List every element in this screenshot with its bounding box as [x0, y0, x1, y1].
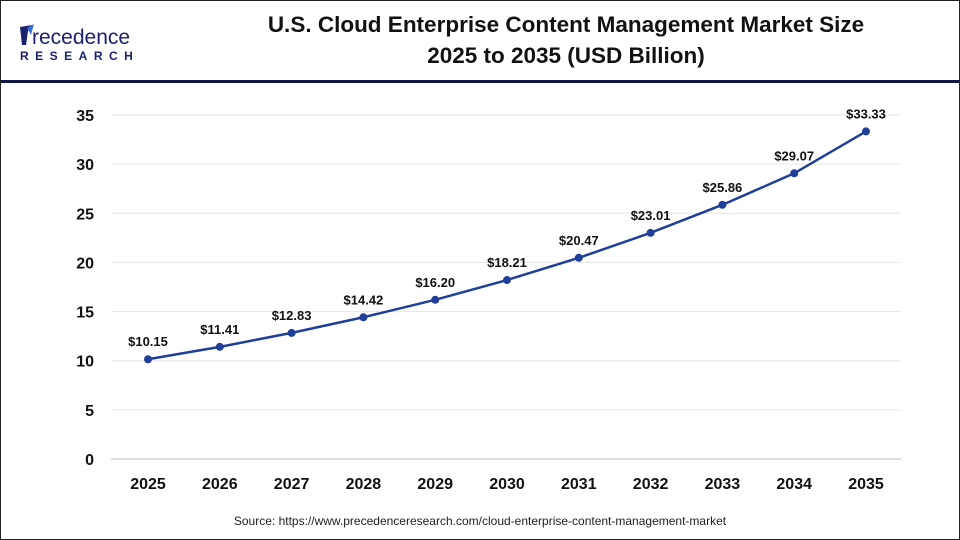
data-point: [718, 200, 727, 209]
x-tick-label: 2031: [561, 476, 597, 493]
x-tick-label: 2025: [130, 476, 166, 493]
x-tick-label: 2033: [705, 476, 741, 493]
svg-text:RESEARCH: RESEARCH: [20, 49, 139, 63]
y-tick-label: 0: [85, 452, 94, 469]
data-label: $23.01: [631, 208, 671, 223]
header-divider: [1, 80, 959, 83]
x-tick-label: 2028: [346, 476, 382, 493]
data-point: [359, 313, 368, 322]
data-label: $20.47: [559, 233, 599, 248]
y-tick-label: 30: [76, 157, 94, 174]
data-point: [431, 295, 440, 304]
y-tick-label: 20: [76, 255, 94, 272]
data-point: [144, 355, 152, 364]
y-tick-label: 25: [76, 206, 94, 223]
x-tick-label: 2029: [417, 476, 453, 493]
data-point: [862, 127, 870, 136]
y-tick-label: 15: [76, 305, 94, 322]
source-note: Source: https://www.precedenceresearch.c…: [233, 514, 727, 528]
chart-title: U.S. Cloud Enterprise Content Management…: [201, 9, 931, 71]
title-line-2: 2025 to 2035 (USD Billion): [427, 43, 705, 68]
x-tick-label: 2030: [489, 476, 525, 493]
data-label: $33.33: [846, 106, 886, 121]
x-tick-label: 2035: [848, 476, 884, 493]
data-label: $29.07: [774, 148, 814, 163]
title-line-1: U.S. Cloud Enterprise Content Management…: [267, 12, 865, 37]
data-label: $14.42: [344, 292, 384, 307]
data-point: [646, 228, 655, 237]
data-point: [790, 169, 799, 178]
data-label: $16.20: [415, 275, 455, 290]
data-point: [503, 276, 511, 285]
data-label: $18.21: [487, 255, 527, 270]
x-tick-label: 2034: [776, 476, 812, 493]
series-line: [147, 130, 867, 361]
data-label: $25.86: [703, 180, 743, 195]
data-point: [215, 342, 224, 351]
svg-text:recedence: recedence: [32, 26, 130, 49]
data-point: [574, 253, 583, 262]
x-tick-label: 2032: [633, 476, 669, 493]
y-tick-label: 5: [85, 403, 94, 420]
precedence-research-logo: recedence RESEARCH: [20, 24, 139, 63]
x-tick-label: 2027: [274, 476, 310, 493]
data-label: $12.83: [272, 308, 312, 323]
x-tick-label: 2026: [202, 476, 238, 493]
data-point: [287, 328, 296, 337]
data-label: $11.41: [200, 322, 239, 337]
data-label: $10.15: [128, 334, 168, 349]
y-tick-label: 10: [76, 354, 94, 371]
y-tick-label: 35: [76, 108, 94, 125]
